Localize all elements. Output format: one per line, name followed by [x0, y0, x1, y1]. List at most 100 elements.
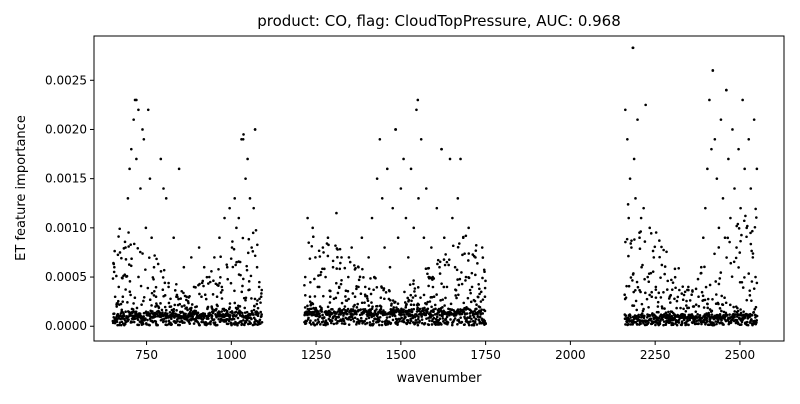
data-point: [112, 270, 116, 274]
data-point: [673, 315, 677, 318]
data-point: [256, 314, 260, 318]
data-point: [232, 247, 236, 251]
data-point: [755, 319, 759, 322]
data-point: [238, 305, 242, 308]
data-point: [658, 322, 662, 325]
data-point: [402, 320, 406, 324]
data-point: [404, 315, 407, 319]
data-point: [663, 315, 666, 318]
data-point: [635, 314, 639, 318]
data-point: [736, 309, 740, 313]
data-point: [625, 237, 629, 241]
data-point: [704, 285, 708, 289]
data-point: [155, 257, 158, 261]
data-point: [408, 321, 412, 325]
data-point: [736, 222, 740, 226]
data-point: [409, 317, 413, 321]
data-point: [183, 321, 186, 324]
data-point: [185, 298, 188, 302]
data-point: [241, 284, 244, 288]
data-point: [682, 307, 685, 311]
data-point: [253, 128, 257, 131]
data-point: [739, 323, 743, 326]
data-point: [728, 313, 731, 316]
data-point: [432, 295, 436, 299]
data-point: [729, 261, 733, 265]
data-point: [459, 316, 462, 319]
data-point: [111, 277, 115, 280]
points-layer: [111, 46, 759, 327]
data-point: [687, 285, 690, 289]
data-point: [190, 303, 194, 306]
data-point: [445, 285, 449, 289]
data-point: [453, 317, 457, 320]
data-point: [351, 308, 355, 311]
data-point: [218, 236, 221, 239]
data-point: [639, 216, 643, 220]
data-point: [683, 290, 687, 294]
data-point: [714, 320, 718, 323]
data-point: [344, 289, 348, 293]
data-point: [167, 285, 170, 289]
data-point: [379, 305, 383, 309]
data-point: [135, 157, 138, 161]
data-point: [152, 278, 155, 281]
data-point: [429, 313, 433, 316]
data-point: [112, 315, 116, 319]
data-point: [340, 256, 343, 259]
data-point: [116, 302, 119, 305]
data-point: [203, 293, 207, 296]
data-point: [219, 275, 222, 279]
data-point: [245, 264, 248, 268]
data-point: [456, 323, 459, 326]
data-point: [632, 304, 636, 307]
data-point: [254, 229, 258, 232]
data-point: [207, 317, 210, 320]
data-point: [750, 299, 753, 302]
data-point: [475, 323, 479, 326]
data-point: [118, 251, 122, 254]
data-point: [312, 235, 315, 238]
data-point: [472, 315, 476, 319]
data-point: [323, 267, 326, 271]
data-point: [677, 267, 681, 270]
data-point: [443, 304, 446, 307]
data-point: [127, 245, 130, 248]
data-point: [636, 285, 640, 289]
data-point: [627, 254, 630, 258]
data-point: [346, 289, 350, 293]
data-point: [418, 319, 421, 323]
data-point: [700, 322, 703, 326]
data-point: [639, 322, 642, 326]
data-point: [173, 303, 177, 307]
data-point: [159, 302, 162, 305]
data-point: [437, 307, 441, 311]
data-point: [372, 288, 375, 292]
data-point: [235, 226, 238, 230]
data-point: [474, 244, 478, 247]
data-point: [352, 320, 356, 323]
data-point: [185, 295, 188, 299]
data-point: [667, 310, 670, 314]
data-point: [682, 293, 686, 297]
data-point: [723, 236, 727, 239]
data-point: [636, 118, 639, 121]
data-point: [417, 315, 420, 319]
data-point: [189, 308, 193, 312]
data-point: [639, 290, 642, 294]
data-point: [427, 275, 430, 279]
data-point: [317, 274, 320, 277]
data-point: [703, 298, 707, 302]
data-point: [130, 257, 133, 260]
data-point: [162, 268, 166, 272]
data-point: [334, 296, 338, 300]
data-point: [732, 260, 736, 264]
data-point: [726, 236, 730, 240]
data-point: [113, 265, 116, 269]
data-point: [254, 322, 257, 326]
data-point: [137, 275, 140, 279]
data-point: [650, 295, 654, 299]
data-point: [142, 299, 145, 303]
data-point: [427, 323, 431, 327]
data-point: [755, 321, 758, 324]
